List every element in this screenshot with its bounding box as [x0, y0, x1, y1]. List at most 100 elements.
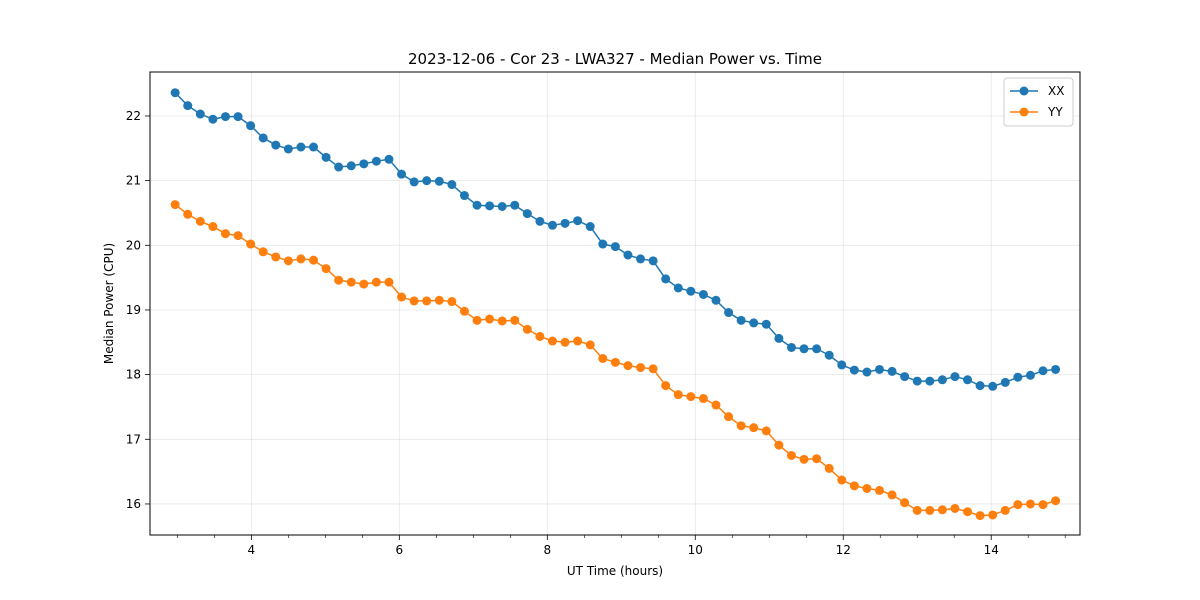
data-point-yy — [220, 229, 230, 239]
y-tick-label: 16 — [126, 497, 141, 511]
data-point-xx — [422, 176, 432, 186]
data-point-xx — [648, 256, 658, 266]
data-point-yy — [1025, 499, 1035, 509]
data-point-xx — [346, 161, 356, 171]
data-point-xx — [1025, 370, 1035, 380]
x-tick-label: 10 — [688, 543, 703, 557]
data-point-yy — [359, 279, 369, 289]
data-point-yy — [812, 454, 822, 464]
chart-title: 2023-12-06 - Cor 23 - LWA327 - Median Po… — [408, 50, 822, 68]
data-point-yy — [824, 463, 834, 473]
data-point-xx — [988, 381, 998, 391]
y-tick-label: 21 — [126, 174, 141, 188]
data-point-yy — [912, 505, 922, 515]
data-point-yy — [988, 510, 998, 520]
data-point-yy — [409, 296, 419, 306]
data-point-xx — [195, 109, 205, 119]
data-point-xx — [598, 239, 608, 249]
x-tick-label: 8 — [543, 543, 551, 557]
data-point-yy — [271, 252, 281, 262]
data-point-yy — [950, 503, 960, 513]
data-point-xx — [937, 375, 947, 385]
data-point-xx — [925, 376, 935, 386]
y-tick-label: 20 — [126, 238, 141, 252]
data-point-xx — [711, 295, 721, 305]
data-point-yy — [749, 423, 759, 433]
data-point-yy — [686, 392, 696, 402]
y-axis-label: Median Power (CPU) — [102, 243, 116, 364]
y-tick-label: 18 — [126, 368, 141, 382]
data-point-xx — [522, 209, 532, 219]
data-point-yy — [761, 426, 771, 436]
data-point-yy — [698, 394, 708, 404]
data-point-xx — [233, 112, 243, 122]
data-point-yy — [837, 475, 847, 485]
data-point-yy — [724, 412, 734, 422]
data-point-yy — [1013, 500, 1023, 510]
data-point-xx — [950, 372, 960, 382]
data-point-yy — [711, 400, 721, 410]
data-point-yy — [774, 440, 784, 450]
data-point-xx — [1013, 372, 1023, 382]
data-point-yy — [862, 483, 872, 493]
data-point-xx — [371, 156, 381, 166]
data-point-yy — [497, 316, 507, 326]
data-point-yy — [296, 254, 306, 264]
data-point-xx — [384, 154, 394, 164]
y-tick-label: 17 — [126, 432, 141, 446]
data-point-xx — [409, 177, 419, 187]
data-point-xx — [1038, 366, 1048, 376]
data-point-xx — [862, 367, 872, 377]
data-point-xx — [434, 176, 444, 186]
data-point-xx — [698, 289, 708, 299]
data-point-xx — [296, 142, 306, 152]
data-point-xx — [485, 201, 495, 211]
data-point-xx — [573, 216, 583, 226]
data-point-xx — [497, 202, 507, 212]
data-point-yy — [786, 450, 796, 460]
data-point-xx — [321, 152, 331, 162]
data-point-xx — [560, 218, 570, 228]
data-point-xx — [258, 133, 268, 143]
data-point-yy — [195, 216, 205, 226]
data-point-yy — [246, 239, 256, 249]
data-point-xx — [673, 283, 683, 293]
data-point-yy — [447, 297, 457, 307]
data-point-yy — [1038, 500, 1048, 510]
data-point-yy — [560, 337, 570, 347]
data-point-xx — [472, 200, 482, 210]
data-point-yy — [434, 295, 444, 305]
data-point-xx — [535, 216, 545, 226]
data-point-xx — [585, 222, 595, 232]
legend: XX YY — [1003, 77, 1074, 127]
data-point-yy — [510, 315, 520, 325]
data-point-xx — [761, 319, 771, 329]
data-point-xx — [837, 360, 847, 370]
data-point-yy — [874, 485, 884, 495]
data-point-yy — [623, 361, 633, 371]
data-point-xx — [283, 144, 293, 154]
data-point-yy — [636, 363, 646, 373]
data-point-xx — [183, 101, 193, 111]
data-point-xx — [963, 375, 973, 385]
data-point-xx — [849, 365, 859, 375]
x-tick-label: 14 — [984, 543, 999, 557]
data-point-xx — [309, 142, 319, 152]
series-layer — [170, 88, 1061, 521]
data-point-yy — [422, 296, 432, 306]
data-point-xx — [812, 344, 822, 354]
x-tick-label: 4 — [248, 543, 256, 557]
data-point-yy — [1000, 505, 1010, 515]
data-point-yy — [900, 498, 910, 508]
data-point-yy — [384, 277, 394, 287]
legend-marker-xx — [1019, 86, 1029, 96]
data-point-yy — [661, 381, 671, 391]
data-point-xx — [887, 366, 897, 376]
data-point-yy — [208, 222, 218, 232]
data-point-xx — [1051, 364, 1061, 374]
data-point-yy — [975, 511, 985, 521]
data-point-xx — [786, 342, 796, 352]
data-point-yy — [485, 314, 495, 324]
data-point-yy — [321, 264, 331, 274]
